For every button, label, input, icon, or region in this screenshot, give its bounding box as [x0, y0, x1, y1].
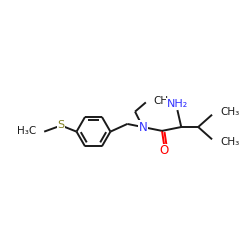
Text: S: S [58, 120, 65, 130]
Text: CH₃: CH₃ [220, 108, 240, 118]
Text: CH₃: CH₃ [154, 96, 173, 106]
Text: N: N [138, 120, 147, 134]
Text: O: O [160, 144, 169, 158]
Text: H₃C: H₃C [17, 126, 36, 136]
Text: NH₂: NH₂ [167, 99, 188, 109]
Text: CH₃: CH₃ [220, 137, 240, 147]
